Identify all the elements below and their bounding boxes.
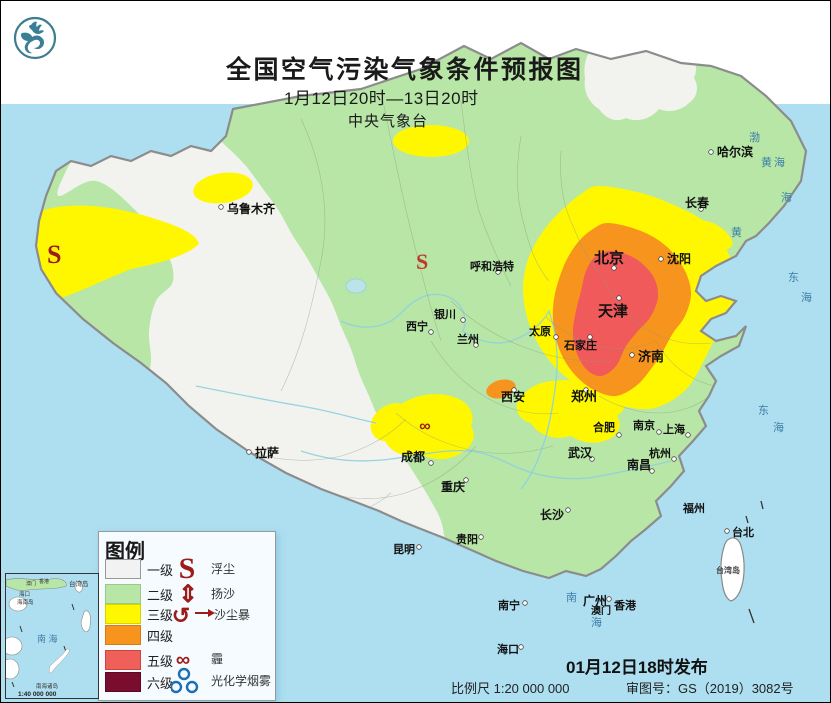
svg-text:合肥: 合肥 (593, 420, 615, 434)
svg-text:兰州: 兰州 (457, 332, 479, 346)
svg-text:澳门: 澳门 (591, 604, 611, 617)
svg-text:南京: 南京 (633, 418, 655, 432)
svg-text:武汉: 武汉 (568, 445, 593, 460)
svg-text:天津: 天津 (598, 302, 628, 320)
svg-text:哈尔滨: 哈尔滨 (717, 144, 753, 159)
svg-text:成都: 成都 (401, 449, 425, 464)
svg-text:呼和浩特: 呼和浩特 (470, 259, 514, 273)
svg-text:石家庄: 石家庄 (563, 338, 597, 352)
svg-text:长春: 长春 (685, 195, 710, 210)
svg-text:澳门: 澳门 (26, 580, 36, 587)
svg-text:福州: 福州 (682, 501, 705, 515)
svg-text:乌鲁木齐: 乌鲁木齐 (227, 201, 276, 216)
svg-text:贵阳: 贵阳 (456, 532, 478, 546)
svg-text:香港: 香港 (613, 598, 637, 612)
svg-text:太原: 太原 (528, 324, 551, 338)
svg-text:南 海: 南 海 (37, 633, 58, 644)
svg-text:海口: 海口 (19, 590, 30, 598)
svg-text:上海: 上海 (663, 422, 685, 436)
svg-text:银川: 银川 (434, 307, 456, 321)
svg-text:西安: 西安 (501, 389, 525, 404)
svg-text:郑州: 郑州 (571, 389, 597, 404)
svg-text:海口: 海口 (497, 642, 519, 656)
svg-text:香港: 香港 (39, 578, 49, 585)
svg-text:济南: 济南 (638, 349, 664, 364)
svg-text:拉萨: 拉萨 (255, 445, 279, 460)
svg-text:重庆: 重庆 (441, 479, 465, 494)
svg-text:台北: 台北 (732, 525, 754, 539)
svg-text:昆明: 昆明 (393, 543, 415, 556)
svg-text:台湾岛: 台湾岛 (716, 565, 740, 575)
svg-text:台湾岛: 台湾岛 (69, 579, 89, 588)
svg-text:沈阳: 沈阳 (667, 251, 691, 266)
svg-text:海南岛: 海南岛 (17, 598, 34, 606)
svg-text:南昌: 南昌 (627, 457, 651, 472)
svg-text:杭州: 杭州 (649, 446, 671, 460)
svg-text:1:40 000 000: 1:40 000 000 (18, 691, 57, 698)
svg-text:南海诸岛: 南海诸岛 (36, 682, 59, 690)
svg-text:西宁: 西宁 (406, 319, 428, 333)
svg-text:北京: 北京 (594, 249, 624, 267)
svg-text:南宁: 南宁 (498, 598, 520, 612)
svg-text:长沙: 长沙 (540, 507, 564, 522)
